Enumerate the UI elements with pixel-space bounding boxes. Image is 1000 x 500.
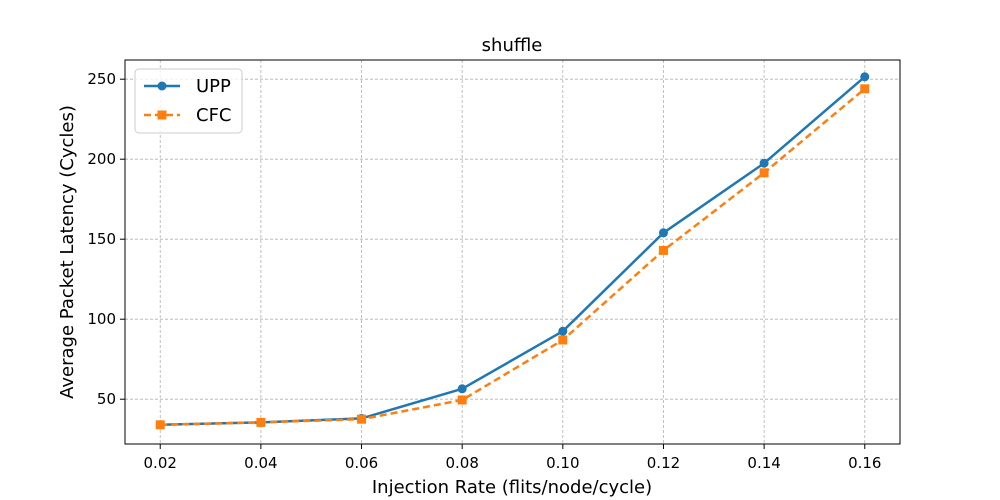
data-point-cfc <box>357 414 367 424</box>
x-tick-label: 0.04 <box>244 454 277 472</box>
legend-upp-marker <box>157 81 167 91</box>
data-point-upp <box>860 72 870 82</box>
data-point-cfc <box>155 420 165 430</box>
data-point-upp <box>457 384 467 394</box>
y-tick-label: 150 <box>87 230 116 248</box>
data-point-cfc <box>658 245 668 255</box>
y-tick-label: 250 <box>87 70 116 88</box>
data-point-upp <box>759 158 769 168</box>
y-axis-label: Average Packet Latency (Cycles) <box>57 105 78 399</box>
legend: UPP CFC <box>134 68 243 134</box>
data-point-cfc <box>457 395 467 405</box>
x-axis: 0.02 0.04 0.06 0.08 0.10 0.12 0.14 0.16 <box>144 444 881 472</box>
y-tick-label: 200 <box>87 150 116 168</box>
data-point-cfc <box>256 417 266 427</box>
y-tick-label: 100 <box>87 310 116 328</box>
chart-title: shuffle <box>482 35 543 56</box>
x-tick-label: 0.10 <box>546 454 579 472</box>
x-axis-label: Injection Rate (flits/node/cycle) <box>372 477 652 498</box>
plot-area-frame <box>124 59 901 445</box>
data-point-cfc <box>860 84 870 94</box>
x-tick-label: 0.02 <box>144 454 177 472</box>
grid <box>125 60 900 444</box>
series-layer <box>155 72 870 430</box>
legend-cfc-marker <box>157 110 167 120</box>
legend-label-upp: UPP <box>196 76 231 97</box>
data-point-upp <box>658 228 668 238</box>
legend-label-cfc: CFC <box>196 105 232 126</box>
x-tick-label: 0.12 <box>647 454 680 472</box>
data-point-cfc <box>759 168 769 178</box>
series-line-upp <box>160 75 866 427</box>
x-tick-label: 0.06 <box>345 454 378 472</box>
x-tick-label: 0.08 <box>445 454 478 472</box>
y-axis: 50 100 150 200 250 <box>87 70 125 408</box>
x-tick-label: 0.16 <box>848 454 881 472</box>
x-tick-label: 0.14 <box>747 454 780 472</box>
y-tick-label: 50 <box>97 390 116 408</box>
data-point-upp <box>558 326 568 336</box>
series-line-cfc <box>160 87 866 427</box>
data-point-cfc <box>558 335 568 345</box>
